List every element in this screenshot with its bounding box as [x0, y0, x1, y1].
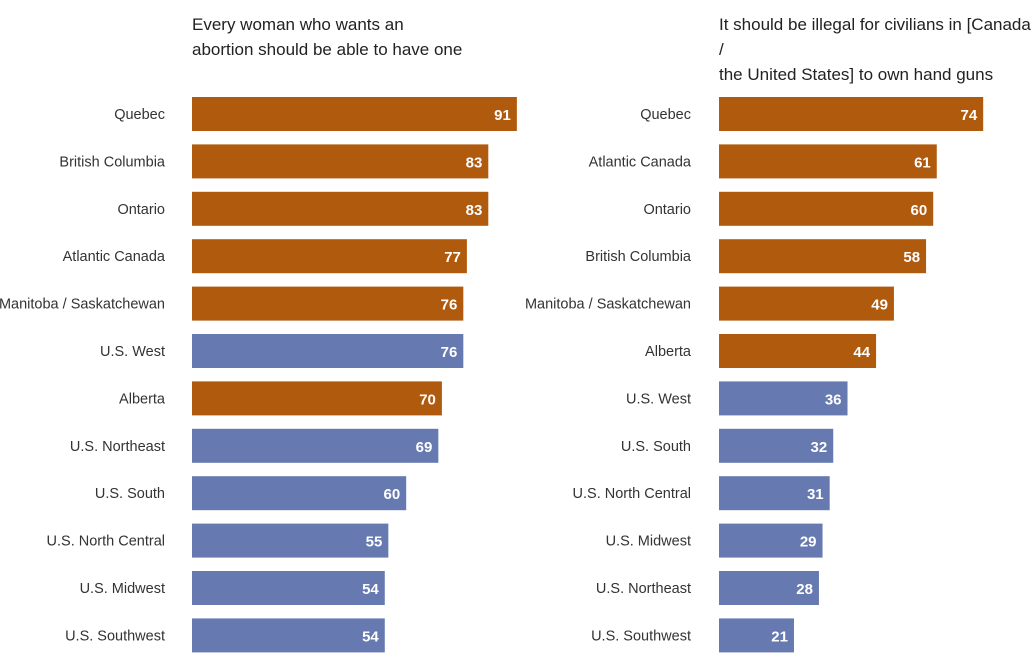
bar — [719, 428, 834, 463]
bar — [719, 97, 984, 131]
value-label: 28 — [796, 581, 813, 598]
bar — [192, 239, 467, 274]
category-label: U.S. South — [621, 439, 691, 455]
value-label: 74 — [960, 107, 977, 124]
bar — [192, 523, 389, 558]
value-label: 76 — [441, 344, 458, 361]
category-label: Atlantic Canada — [63, 249, 166, 265]
bar — [719, 334, 877, 368]
category-label: British Columbia — [59, 154, 165, 170]
category-label: Manitoba / Saskatchewan — [0, 297, 165, 313]
bar — [719, 144, 937, 179]
bar — [719, 191, 934, 226]
value-label: 61 — [914, 154, 931, 171]
bar — [719, 239, 927, 274]
category-label: U.S. Northeast — [596, 581, 691, 597]
value-label: 69 — [416, 439, 433, 456]
value-label: 32 — [811, 439, 828, 456]
value-label: 70 — [419, 391, 436, 408]
bar — [192, 571, 385, 605]
value-label: 21 — [771, 628, 788, 645]
category-label: U.S. Midwest — [80, 581, 165, 597]
bar — [192, 334, 464, 368]
value-label: 77 — [444, 249, 461, 266]
bar — [192, 144, 489, 179]
value-label: 76 — [441, 297, 458, 314]
category-label: U.S. Southwest — [591, 628, 691, 644]
value-label: 60 — [911, 202, 928, 219]
bar — [192, 286, 464, 321]
value-label: 58 — [903, 249, 920, 266]
category-label: U.S. North Central — [47, 534, 165, 550]
bar — [192, 191, 489, 226]
value-label: 54 — [362, 581, 379, 598]
category-label: U.S. Midwest — [606, 534, 691, 550]
category-label: U.S. South — [95, 486, 165, 502]
bar — [719, 381, 848, 416]
category-label: Alberta — [119, 391, 166, 407]
category-label: Alberta — [645, 344, 692, 360]
category-label: Ontario — [117, 202, 165, 218]
value-label: 31 — [807, 486, 824, 503]
value-label: 29 — [800, 534, 817, 551]
category-label: Ontario — [643, 202, 691, 218]
bar — [719, 286, 894, 321]
bar — [192, 428, 439, 463]
category-label: Quebec — [640, 107, 691, 123]
category-label: U.S. North Central — [573, 486, 691, 502]
bar — [192, 381, 442, 416]
bar — [192, 97, 517, 131]
category-label: Atlantic Canada — [589, 154, 692, 170]
category-label: British Columbia — [585, 249, 691, 265]
value-label: 83 — [466, 202, 483, 219]
panel-handguns: Quebec 74 Atlantic Canada 61 Ontario 60 Britis… — [525, 97, 984, 653]
category-label: U.S. West — [626, 391, 691, 407]
category-label: Manitoba / Saskatchewan — [525, 297, 691, 313]
value-label: 54 — [362, 628, 379, 645]
value-label: 91 — [494, 107, 511, 124]
bar — [719, 476, 830, 511]
value-label: 60 — [384, 486, 401, 503]
category-label: U.S. West — [100, 344, 165, 360]
category-label: U.S. Northeast — [70, 439, 165, 455]
bar — [719, 523, 823, 558]
bar — [192, 476, 407, 511]
value-label: 55 — [366, 534, 383, 551]
value-label: 49 — [871, 297, 888, 314]
panel-abortion: Quebec 91 British Columbia 83 Ontario 83 Atlan… — [0, 97, 517, 653]
value-label: 36 — [825, 391, 842, 408]
bar — [719, 618, 794, 653]
chart-title-abortion: Every woman who wants an abortion should… — [192, 15, 463, 59]
category-label: Quebec — [114, 107, 165, 123]
value-label: 83 — [466, 154, 483, 171]
bar — [192, 618, 385, 653]
value-label: 44 — [853, 344, 870, 361]
chart-title-handguns: It should be illegal for civilians in [C… — [719, 15, 1031, 84]
bar — [719, 571, 819, 605]
category-label: U.S. Southwest — [65, 628, 165, 644]
